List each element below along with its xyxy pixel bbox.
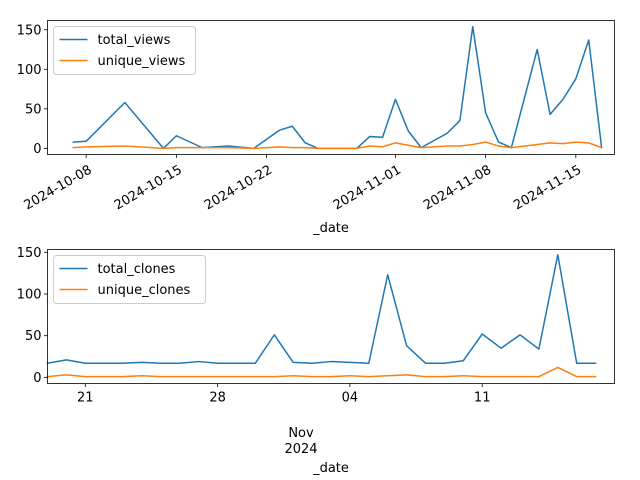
views-legend-label-total_views: total_views: [98, 33, 171, 48]
views-y-tick-label: 150: [17, 23, 42, 38]
views-legend-frame: [53, 26, 196, 75]
views-y-ticks: 0 50 100 150: [17, 23, 48, 157]
clones-legend-frame: [53, 255, 206, 304]
views-series-line-unique_views: [72, 141, 603, 150]
clones-legend: total_clones unique_clones: [53, 255, 206, 304]
views-legend: total_views unique_views: [53, 26, 196, 75]
clones-series-layer: [46, 254, 597, 378]
views-axes-frame: [47, 20, 615, 155]
views-legend-label-unique_views: unique_views: [98, 54, 186, 69]
clones-chart: 0 50 100 150 21 28 04 11 Nov 2024 _date total_…: [17, 246, 615, 476]
clones-axes-frame: [47, 249, 615, 384]
views-y-tick-label: 0: [33, 142, 41, 157]
clones-x-tick-label: 28: [209, 391, 226, 406]
clones-x-tick-label: 21: [77, 391, 94, 406]
views-series-layer: [72, 25, 603, 150]
clones-legend-label-total_clones: total_clones: [98, 262, 176, 277]
clones-y-ticks: 0 50 100 150: [17, 246, 48, 386]
clones-x-ticks: 21 28 04 11: [77, 383, 491, 406]
clones-y-tick-label: 0: [33, 371, 41, 386]
clones-x-tick-label: 04: [342, 391, 359, 406]
views-y-tick-label: 50: [25, 102, 42, 117]
clones-x-tick-label: 11: [474, 391, 491, 406]
clones-y-tick-label: 50: [25, 329, 42, 344]
views-x-axis-label: _date: [312, 221, 349, 236]
clones-series-line-total_clones: [46, 254, 597, 365]
clones-x-month-label: Nov: [288, 426, 314, 441]
clones-y-tick-label: 100: [17, 287, 42, 302]
clones-y-tick-label: 150: [17, 246, 42, 261]
clones-x-axis-label: _date: [312, 461, 349, 476]
clones-x-year-label: 2024: [284, 442, 317, 457]
views-y-tick-label: 100: [17, 63, 42, 78]
clones-series-line-unique_clones: [46, 366, 597, 378]
clones-legend-label-unique_clones: unique_clones: [98, 283, 191, 298]
